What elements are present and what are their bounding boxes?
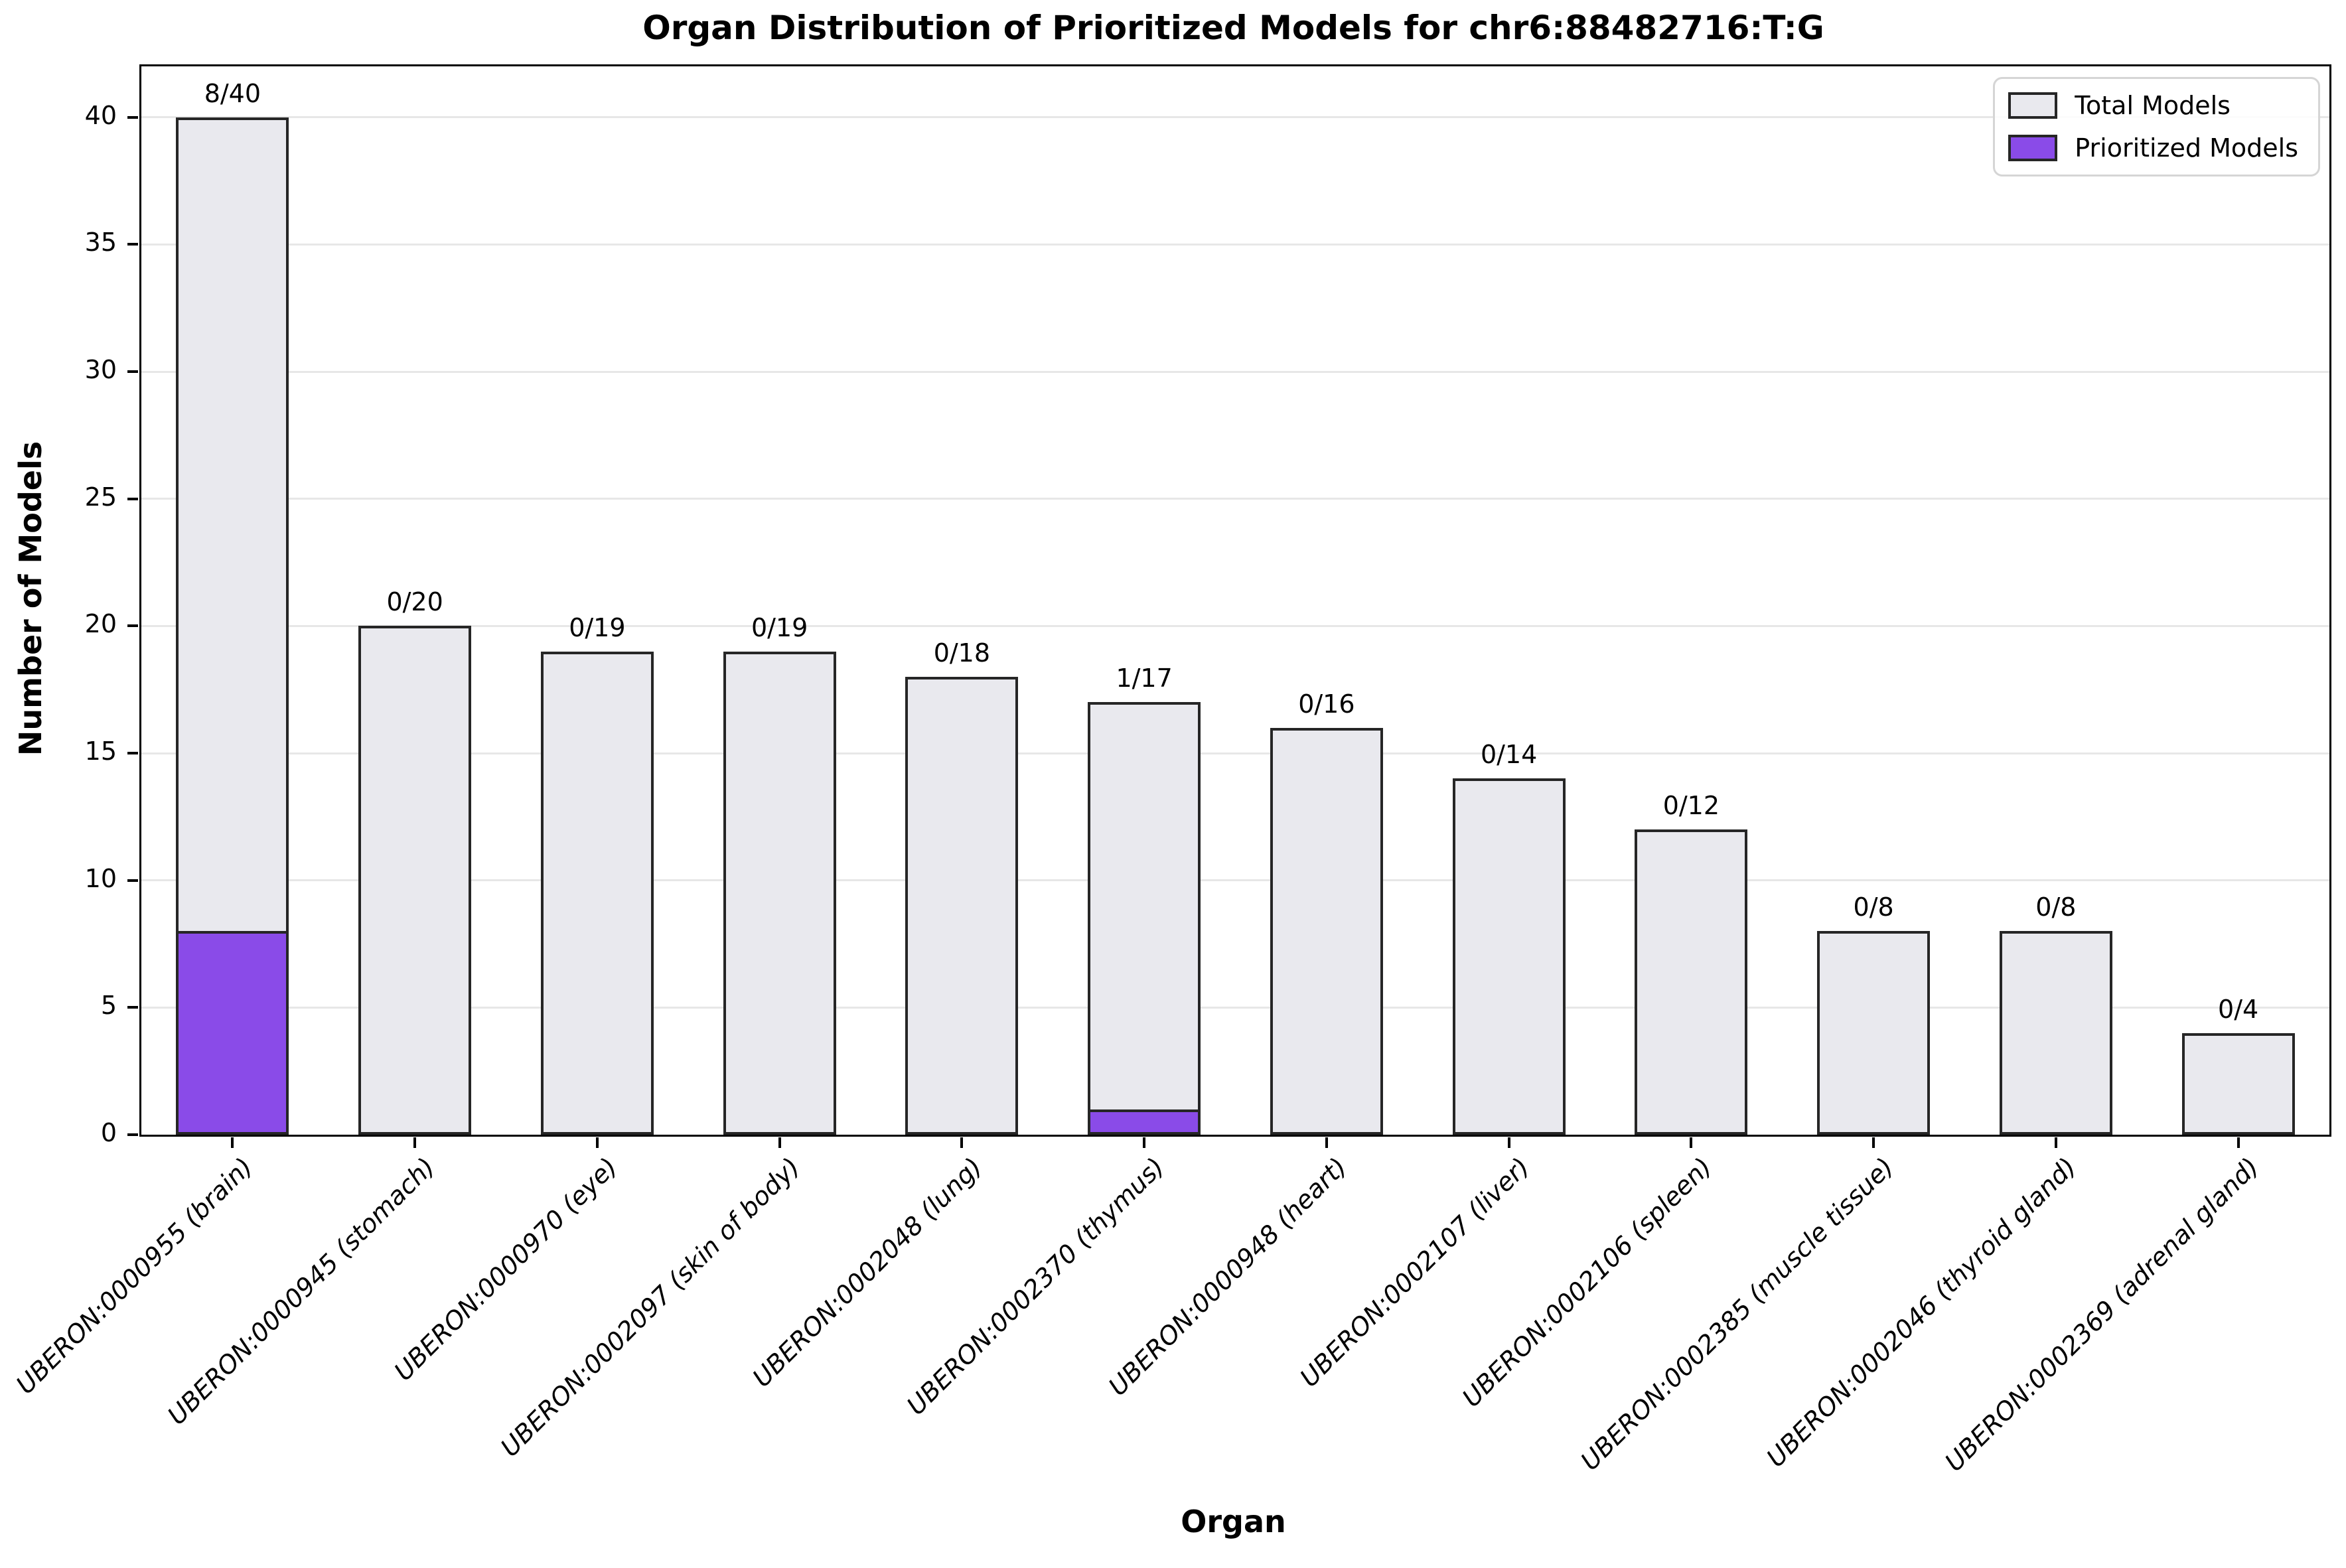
- x-tick-mark: [595, 1137, 599, 1148]
- gridline-y-30: [141, 370, 2329, 373]
- x-tick-mark: [1507, 1137, 1510, 1148]
- y-tick-label: 35: [84, 228, 117, 257]
- bar-total-models: [2181, 1033, 2295, 1135]
- y-axis: 0 5 10 15 20 25 30 35 40: [0, 64, 139, 1147]
- y-tick-mark: [127, 1006, 138, 1009]
- x-tick-label: UBERON:0002097 (skin of body): [494, 1152, 806, 1462]
- bar-slot: 0/19 UBERON:0002097 (skin of body): [495, 66, 871, 1462]
- gridline-y-35: [141, 243, 2329, 246]
- y-tick-label: 20: [84, 609, 117, 639]
- gridline-y-15: [141, 752, 2329, 754]
- bar-total-models: [1999, 931, 2112, 1135]
- y-tick-mark: [127, 115, 138, 119]
- x-tick-mark: [231, 1137, 234, 1148]
- bar-total-models: [905, 677, 1019, 1135]
- bar-value-label: 0/16: [1298, 689, 1355, 719]
- x-tick-mark: [1325, 1137, 1328, 1148]
- y-tick-label: 30: [84, 355, 117, 384]
- y-tick-mark: [127, 1133, 138, 1136]
- bar-slot: 0/8 UBERON:0002046 (thyroid gland): [1761, 66, 2148, 1472]
- bar-value-label: 0/19: [751, 612, 808, 642]
- legend-swatch-total-models: [2008, 92, 2058, 119]
- bar-value-label: 0/8: [1853, 892, 1894, 922]
- bar-total-models: [358, 626, 472, 1135]
- legend-entry-prioritized: Prioritized Models: [2008, 133, 2298, 163]
- x-axis-title: Organ: [1181, 1504, 1286, 1539]
- y-tick-mark: [127, 879, 138, 882]
- gridline-y-5: [141, 1006, 2329, 1009]
- x-tick-mark: [1143, 1137, 1146, 1148]
- legend-label-total-models: Total Models: [2075, 91, 2231, 120]
- plot-area: 8/40 UBERON:0000955 (brain) 0/20 UBERON:000…: [11, 64, 2331, 1477]
- y-tick-label: 0: [100, 1118, 117, 1147]
- gridline-y-10: [141, 879, 2329, 882]
- legend-entry-total: Total Models: [2008, 91, 2298, 120]
- bar-slot: 0/12 UBERON:0002106 (spleen): [1457, 66, 1783, 1413]
- bar-total-models: [1452, 778, 1566, 1135]
- x-tick-label: UBERON:0002369 (adrenal gland): [1939, 1152, 2264, 1478]
- bar-value-label: 0/12: [1662, 791, 1720, 820]
- y-tick-mark: [127, 243, 138, 246]
- bar-total-models: [1088, 702, 1201, 1135]
- x-tick-mark: [1690, 1137, 1693, 1148]
- bar-slot: 0/4 UBERON:0002369 (adrenal gland): [1939, 66, 2329, 1477]
- bar-slot: 0/18 UBERON:0002048 (lung): [747, 66, 1053, 1393]
- bar-value-label: 0/19: [569, 612, 626, 642]
- bar-value-label: 0/20: [386, 587, 443, 617]
- x-tick-mark: [960, 1137, 964, 1148]
- gridline-y-25: [141, 498, 2329, 500]
- bar-value-label: 0/18: [933, 638, 991, 668]
- bar-slot: 8/40 UBERON:0000955 (brain): [11, 66, 324, 1399]
- bar-total-models: [540, 651, 654, 1135]
- bar-value-label: 1/17: [1116, 664, 1173, 693]
- bar-slot: 0/8 UBERON:0002385 (muscle tissue): [1576, 66, 1965, 1476]
- legend-swatch-prioritized-models: [2008, 135, 2058, 161]
- chart-title: Organ Distribution of Prioritized Models…: [642, 9, 1824, 47]
- bar-value-label: 0/8: [2035, 892, 2077, 922]
- bar-prioritized-models: [1088, 1109, 1201, 1135]
- x-tick-mark: [778, 1137, 781, 1148]
- x-tick-mark: [1872, 1137, 1875, 1148]
- y-tick-label: 40: [84, 100, 117, 130]
- bar-value-label: 0/4: [2218, 994, 2259, 1024]
- x-tick-mark: [413, 1137, 417, 1148]
- y-tick-label: 5: [100, 991, 117, 1021]
- bar-total-models: [1817, 931, 1931, 1135]
- bar-total-models: [1270, 727, 1383, 1135]
- legend: Total Models Prioritized Models: [1993, 77, 2320, 177]
- x-tick-label: UBERON:0002046 (thyroid gland): [1761, 1152, 2082, 1473]
- x-tick-mark: [2054, 1137, 2057, 1148]
- bar-slot: 0/19 UBERON:0000970 (eye): [389, 66, 689, 1386]
- y-tick-mark: [127, 370, 138, 373]
- y-tick-label: 25: [84, 482, 117, 512]
- bar-slot: 1/17 UBERON:0002370 (thymus): [901, 66, 1236, 1421]
- y-tick-mark: [127, 497, 138, 500]
- bar-slot: 0/14 UBERON:0002107 (liver): [1294, 66, 1600, 1393]
- gridline-layer: [141, 66, 2329, 1135]
- y-tick-mark: [127, 624, 138, 628]
- x-tick-label: UBERON:0002385 (muscle tissue): [1575, 1152, 1900, 1476]
- bar-total-models: [1635, 829, 1748, 1135]
- bar-value-label: 0/14: [1480, 740, 1538, 770]
- y-tick-label: 15: [84, 737, 117, 766]
- gridline-y-40: [141, 116, 2329, 119]
- bar-total-models: [723, 651, 836, 1135]
- y-tick-label: 10: [84, 863, 117, 893]
- bar-layer: 8/40 UBERON:0000955 (brain) 0/20 UBERON:000…: [11, 66, 2329, 1477]
- gridline-y-20: [141, 624, 2329, 627]
- x-tick-mark: [2236, 1137, 2240, 1148]
- bar-slot: 0/16 UBERON:0000948 (heart): [1103, 66, 1418, 1401]
- bar-slot: 0/20 UBERON:0000945 (stomach): [162, 66, 506, 1431]
- bar-value-label: 8/40: [204, 78, 261, 108]
- bar-prioritized-models: [176, 931, 289, 1135]
- legend-label-prioritized-models: Prioritized Models: [2075, 133, 2298, 163]
- y-tick-mark: [127, 752, 138, 754]
